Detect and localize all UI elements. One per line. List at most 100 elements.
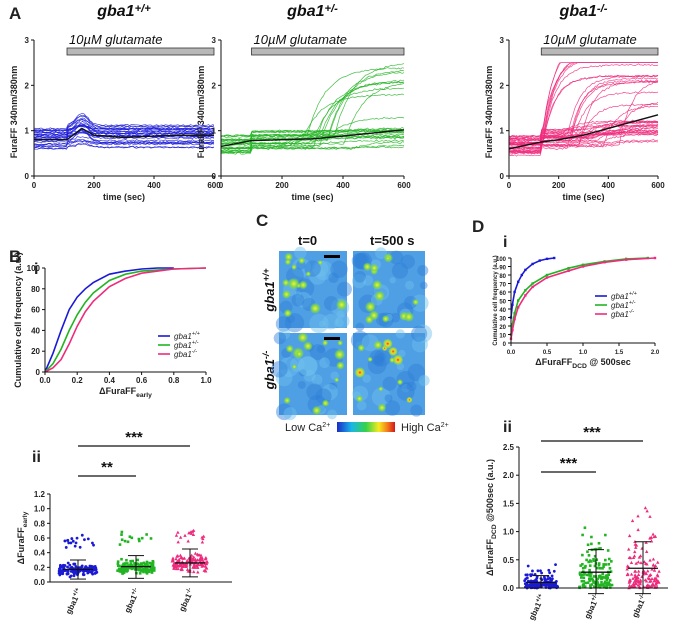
data-point	[653, 579, 657, 583]
data-point	[648, 536, 652, 540]
data-point	[637, 584, 642, 589]
cumulative-marker	[545, 276, 549, 279]
data-point	[593, 554, 597, 558]
trace-line	[508, 139, 659, 151]
image-texture	[406, 381, 417, 392]
trace-line	[33, 131, 215, 139]
y-axis-label-group: ΔFuraFFearly	[16, 511, 29, 564]
data-point	[590, 535, 593, 539]
data-point	[597, 563, 601, 567]
data-point	[530, 573, 534, 576]
panel-b-label: B	[9, 247, 21, 266]
image-texture	[369, 350, 385, 365]
data-point	[194, 558, 198, 562]
x-tick-label: 2.0	[651, 350, 660, 356]
data-point	[126, 562, 129, 565]
data-point	[583, 566, 587, 569]
data-point	[602, 585, 606, 589]
image-texture	[271, 360, 288, 378]
cell-soma	[291, 364, 298, 370]
legend-label: gba1+/-	[611, 300, 636, 310]
data-point	[634, 582, 638, 586]
data-point	[174, 557, 178, 561]
data-point	[629, 572, 634, 576]
image-texture	[311, 374, 323, 386]
data-point	[172, 564, 176, 568]
data-point	[602, 563, 605, 566]
data-point	[644, 561, 648, 565]
data-point	[151, 560, 155, 564]
data-point	[606, 549, 610, 552]
data-point	[529, 579, 533, 583]
x-tick-label: 0	[219, 181, 224, 190]
trace-line	[220, 81, 405, 137]
data-point	[636, 572, 641, 577]
data-point	[73, 563, 76, 566]
data-point	[175, 559, 180, 563]
cell-soma	[321, 399, 330, 407]
data-point	[543, 578, 547, 582]
data-point	[653, 576, 657, 580]
glutamate-bar	[251, 47, 405, 56]
data-point	[587, 560, 591, 564]
data-point	[122, 562, 125, 566]
data-point	[138, 572, 142, 575]
panel-b-ii-label: ii	[32, 449, 41, 466]
panel-b-i: 0 20 40 60 80 100 0.0 0.2 0.4 0.6 0.8 1.0 ΔFuraFFear…	[13, 252, 212, 399]
y-tick-label: 0.0	[34, 578, 46, 587]
data-point	[186, 539, 190, 543]
trace-line	[508, 130, 659, 149]
data-point	[145, 533, 148, 536]
image-texture	[391, 262, 409, 279]
data-point	[633, 569, 638, 573]
data-point	[172, 561, 176, 565]
data-point	[127, 564, 131, 567]
image-texture	[318, 320, 326, 328]
cell-soma	[392, 354, 404, 366]
data-point	[138, 539, 141, 543]
image-texture	[309, 267, 326, 285]
y-tick-label: 3	[25, 36, 30, 45]
cumulative-marker	[567, 269, 570, 272]
y-tick-label: 30	[499, 317, 506, 323]
cumulative-marker	[524, 268, 527, 272]
data-point	[588, 579, 591, 582]
panel-d-ii: gba1+/+ gba1+/- gba1-/- 0.0 0.5 1.0 1.5 2.0 2.5 Δ…	[485, 424, 668, 622]
data-point	[598, 586, 602, 589]
x-tick-label: 0.0	[39, 376, 51, 385]
data-point	[626, 572, 630, 576]
data-point	[82, 573, 85, 577]
calcium-images	[271, 246, 433, 421]
data-point	[187, 531, 191, 535]
data-point	[92, 543, 95, 547]
panel-d-ii-label: ii	[503, 419, 512, 436]
data-point	[531, 569, 534, 573]
data-point	[604, 574, 608, 578]
x-tick-label: 0.4	[104, 376, 116, 385]
cell-soma	[381, 315, 390, 323]
data-point	[581, 566, 585, 570]
glutamate-bar	[66, 47, 215, 56]
image-texture	[336, 310, 345, 319]
data-point	[600, 580, 603, 584]
trace-line	[220, 129, 405, 137]
y-tick-label: 2	[500, 81, 505, 90]
data-point	[66, 565, 69, 569]
data-point	[150, 562, 153, 565]
data-point	[583, 585, 587, 588]
data-point	[634, 561, 638, 565]
panel-b-i-label: i	[34, 261, 38, 278]
data-point	[68, 563, 72, 567]
image-texture	[402, 381, 410, 390]
data-point	[145, 566, 148, 569]
data-point	[607, 573, 611, 577]
data-point	[585, 558, 588, 562]
cell-soma	[311, 405, 322, 416]
data-point	[133, 562, 137, 566]
trace-line	[33, 115, 215, 130]
trace-line	[508, 91, 659, 138]
data-point	[123, 539, 127, 543]
data-point	[590, 583, 594, 586]
y-tick-label: 2	[212, 81, 217, 90]
